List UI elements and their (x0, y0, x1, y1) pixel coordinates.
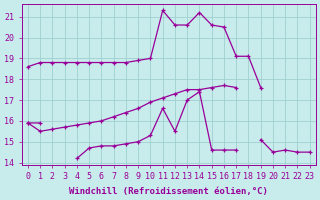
X-axis label: Windchill (Refroidissement éolien,°C): Windchill (Refroidissement éolien,°C) (69, 187, 268, 196)
